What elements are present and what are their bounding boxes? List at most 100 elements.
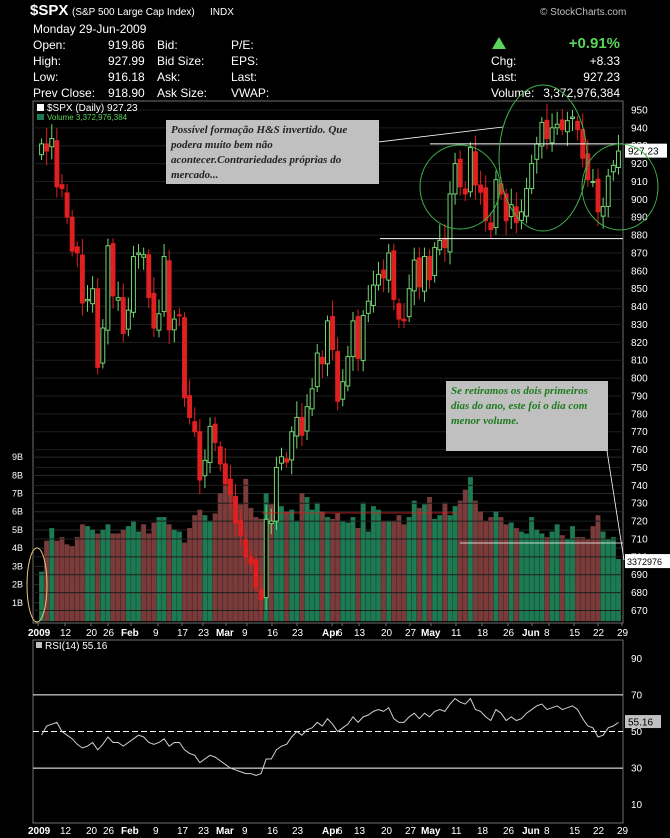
volume-bar (207, 520, 213, 622)
candle-body (340, 381, 346, 400)
volume-bar (222, 484, 228, 622)
candle-body (253, 559, 259, 588)
volume-bar (381, 520, 387, 622)
candle-body (524, 188, 529, 217)
price-x-axis-label: 9 (153, 628, 159, 639)
volume-bar (406, 517, 412, 622)
volume-bar (498, 517, 504, 622)
price-axis-label: 870 (631, 248, 648, 259)
last-price-marker-label: 927.23 (628, 147, 659, 158)
candle-body (243, 539, 249, 558)
volume-bar (508, 522, 514, 622)
ask-label: Ask: (157, 70, 181, 84)
rsi-x-axis-label: 22 (593, 826, 605, 837)
volume-bar (284, 511, 290, 622)
candle-body (544, 119, 550, 140)
price-axis-label: 850 (631, 284, 648, 295)
candle-body (248, 556, 254, 565)
price-axis-label: 720 (631, 517, 648, 528)
candle-body (202, 459, 208, 477)
candle-body (488, 222, 494, 231)
volume-bar (151, 522, 157, 622)
candle-body (503, 193, 509, 222)
rsi-last-label: 55.16 (628, 718, 653, 729)
rsi-last-marker (625, 715, 661, 729)
volume-bar (432, 518, 438, 622)
left-shoulder-circle (419, 144, 501, 230)
volume-bar (427, 497, 432, 622)
price-x-axis-label: 8 (544, 628, 550, 639)
candle-body (273, 466, 279, 522)
volume-bar (156, 517, 162, 622)
rsi-x-axis-label: 20 (86, 826, 98, 837)
rsi-x-axis-label: May (421, 826, 441, 837)
candle-body (294, 416, 300, 437)
candle-body (207, 425, 213, 463)
rsi-x-axis-label: 26 (503, 826, 515, 837)
candle-body (365, 300, 371, 314)
price-legend-swatch (37, 104, 44, 111)
rsi-x-axis-label: Feb (121, 826, 139, 837)
candle-body (442, 237, 448, 249)
volume-bar (524, 533, 529, 622)
candle-body (125, 309, 131, 330)
volume-bar (182, 542, 187, 622)
candle-body (473, 151, 478, 186)
candle-body (146, 254, 152, 299)
volume-bar (462, 489, 468, 622)
candle-body (554, 123, 560, 129)
price-x-axis-label: 12 (60, 628, 72, 639)
candle-body (90, 288, 96, 305)
volume-bar (559, 535, 565, 622)
price-axis-label: 750 (631, 463, 648, 474)
candle-body (406, 288, 412, 318)
volume-bar (376, 509, 381, 622)
candle-body (422, 256, 427, 292)
volume-bar (64, 544, 70, 622)
rsi-x-axis-label: 11 (451, 826, 462, 837)
candle-body (268, 520, 274, 525)
volume-note: Se retiramos os dois primeiros dias do a… (446, 381, 608, 451)
volume-bar (534, 529, 540, 622)
volume-axis-label: 8B (12, 470, 23, 480)
volume-bar (519, 531, 524, 622)
rsi-axis-label: 10 (631, 800, 643, 811)
candle-body (85, 298, 90, 302)
candle-body (187, 395, 193, 418)
volume-bar (554, 524, 560, 622)
candle-body (549, 127, 555, 144)
volume-bar (564, 538, 570, 622)
volume-bar (212, 513, 218, 622)
volume-bar (202, 515, 208, 622)
volume-bar (330, 518, 335, 622)
volume-bar (294, 520, 300, 622)
rsi-x-axis-label: 29 (617, 826, 629, 837)
candle-body (100, 327, 106, 364)
candle-body (166, 260, 172, 331)
candle-body (590, 180, 596, 183)
volume-bar (421, 504, 427, 622)
low-label: Low: (33, 70, 59, 84)
price-axis-label: 900 (631, 195, 648, 206)
volume-bar (386, 520, 392, 622)
candle-body (595, 178, 601, 213)
candle-body (386, 252, 392, 281)
rsi-panel-frame (32, 639, 624, 824)
price-legend-label: $SPX (Daily) 927.23 (47, 103, 138, 114)
rsi-x-axis-label: 17 (177, 826, 189, 837)
price-x-axis-label: 11 (451, 628, 462, 639)
price-x-axis-label: 20 (86, 628, 98, 639)
volume-bar (100, 529, 106, 622)
price-axis-label: 880 (631, 231, 648, 242)
last-label: Last: (231, 70, 258, 84)
price-axis-label: 810 (631, 356, 648, 367)
price-axis-label: 710 (631, 534, 648, 545)
index-name: (S&P 500 Large Cap Index) (72, 7, 195, 18)
volume-bar (488, 517, 494, 622)
rsi-x-axis-label: 15 (569, 826, 581, 837)
price-axis-label: 890 (631, 213, 648, 224)
right-shoulder-circle (581, 143, 659, 231)
candle-body (131, 256, 136, 313)
head-circle (498, 84, 588, 232)
